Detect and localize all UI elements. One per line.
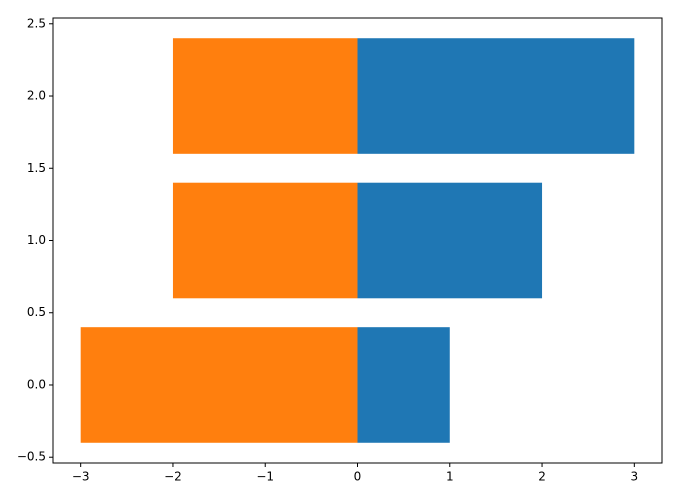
- x-tick-label: −3: [72, 470, 90, 484]
- y-tick-label: 2.0: [27, 89, 46, 103]
- y-tick-label: 1.0: [27, 233, 46, 247]
- y-tick-label: 2.5: [27, 16, 46, 30]
- x-tick-label: 1: [446, 470, 454, 484]
- bar: [357, 38, 635, 154]
- bar: [172, 182, 358, 299]
- x-tick-label: 3: [630, 470, 638, 484]
- bar: [80, 327, 358, 443]
- x-tick-label: 0: [354, 470, 362, 484]
- bar: [357, 182, 543, 299]
- bar: [172, 38, 358, 154]
- x-tick-label: −1: [256, 470, 274, 484]
- bar: [357, 327, 450, 443]
- x-tick-label: 2: [538, 470, 546, 484]
- y-tick-label: −0.5: [17, 450, 46, 464]
- y-tick-label: 0.0: [27, 377, 46, 391]
- y-tick-label: 0.5: [27, 305, 46, 319]
- x-tick-label: −2: [164, 470, 182, 484]
- y-tick-label: 1.5: [27, 161, 46, 175]
